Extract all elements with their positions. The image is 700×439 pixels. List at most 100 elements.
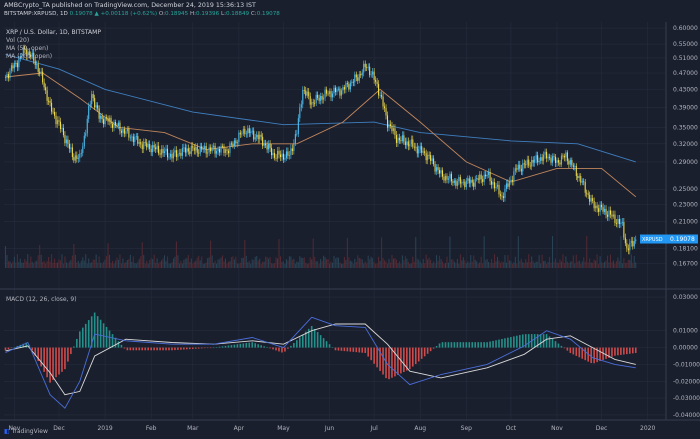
histogram-bar [420, 347, 423, 359]
volume-bar [15, 262, 17, 268]
volume-bar [262, 261, 264, 268]
candle-body [406, 141, 408, 146]
volume-bar [205, 262, 207, 268]
candle-body [257, 134, 259, 140]
histogram-bar [153, 347, 155, 351]
histogram-bar [34, 347, 37, 356]
histogram-bar [340, 347, 343, 351]
candle-body [407, 141, 409, 147]
volume-bar [250, 263, 252, 268]
histogram-bar [325, 341, 328, 348]
histogram-bar [406, 347, 408, 371]
volume-bar [91, 262, 93, 268]
candle-body [592, 198, 594, 201]
candle-body [12, 65, 14, 69]
time-tick-label: Oct [506, 425, 517, 432]
candle-body [141, 144, 143, 149]
volume-bar [334, 258, 337, 268]
volume-bar [217, 259, 219, 268]
candle-body [181, 148, 183, 156]
histogram-bar [212, 347, 215, 349]
volume-bar [230, 257, 232, 268]
volume-bar [226, 263, 228, 268]
volume-bar [195, 260, 197, 268]
candle-body [123, 128, 125, 134]
histogram-bar [417, 347, 420, 362]
volume-bar [229, 261, 231, 268]
candle-body [354, 74, 356, 83]
histogram-bar [519, 335, 521, 348]
candle-body [216, 150, 218, 154]
volume-bar [504, 255, 506, 268]
candle-body [239, 132, 241, 135]
volume-bar [321, 261, 323, 268]
histogram-bar [49, 347, 51, 383]
histogram-bar [548, 336, 551, 348]
volume-bar [618, 260, 620, 268]
candle-body [577, 176, 579, 179]
histogram-bar [296, 340, 298, 348]
candle-body [25, 49, 27, 56]
volume-bar [238, 263, 240, 268]
histogram-bar [370, 347, 372, 361]
histogram-bar [631, 347, 634, 354]
volume-bar [602, 263, 604, 268]
histogram-bar [608, 347, 610, 358]
candle-body [326, 89, 328, 94]
histogram-bar [55, 347, 57, 378]
volume-bar [147, 263, 149, 268]
price-candles [4, 44, 637, 255]
volume-bar [446, 256, 448, 268]
volume-bar [162, 258, 164, 268]
candle-body [82, 146, 84, 154]
candle-body [615, 222, 617, 224]
volume-bar [187, 255, 189, 268]
candle-body [6, 74, 8, 77]
candle-body [56, 120, 59, 125]
volume-bar [595, 260, 597, 268]
ticker-open: 0.18945 [165, 11, 189, 17]
volume-bar [117, 259, 119, 268]
volume-bar [276, 258, 279, 268]
volume-bar [166, 256, 169, 268]
candle-body [217, 149, 219, 151]
volume-bar [604, 261, 606, 268]
candle-body [473, 182, 475, 187]
volume-bar [94, 259, 96, 268]
volume-bar [531, 256, 533, 268]
volume-bar [278, 239, 280, 268]
candle-body [204, 145, 206, 149]
volume-bar [431, 263, 433, 268]
candle-body [162, 149, 164, 153]
histogram-bar [138, 347, 141, 351]
candle-body [238, 132, 240, 143]
candle-body [211, 147, 213, 152]
volume-bar [366, 263, 368, 268]
histogram-bar [575, 347, 578, 356]
price-tick-label: 0.43000 [673, 86, 698, 93]
histogram-bar [593, 347, 595, 364]
histogram-bar [260, 345, 262, 348]
candle-body [348, 84, 350, 90]
volume-bar [302, 258, 304, 268]
volume-bar [627, 259, 629, 268]
candle-body [110, 117, 112, 124]
volume-bar [551, 236, 554, 268]
volume-bar [421, 263, 423, 268]
price-tick-label: 0.51000 [673, 55, 698, 62]
candle-body [627, 248, 629, 251]
histogram-bar [379, 347, 381, 371]
price-tick-label: 0.16700 [673, 261, 698, 268]
candle-body [461, 181, 463, 184]
candle-body [369, 66, 371, 75]
volume-bar [433, 261, 435, 268]
volume-bar [437, 260, 439, 268]
candle-body [18, 58, 20, 68]
volume-bar [242, 257, 244, 268]
volume-bar [355, 261, 357, 268]
candle-body [30, 54, 32, 57]
volume-bar [456, 258, 458, 268]
candle-body [388, 124, 390, 128]
candle-body [244, 128, 246, 135]
